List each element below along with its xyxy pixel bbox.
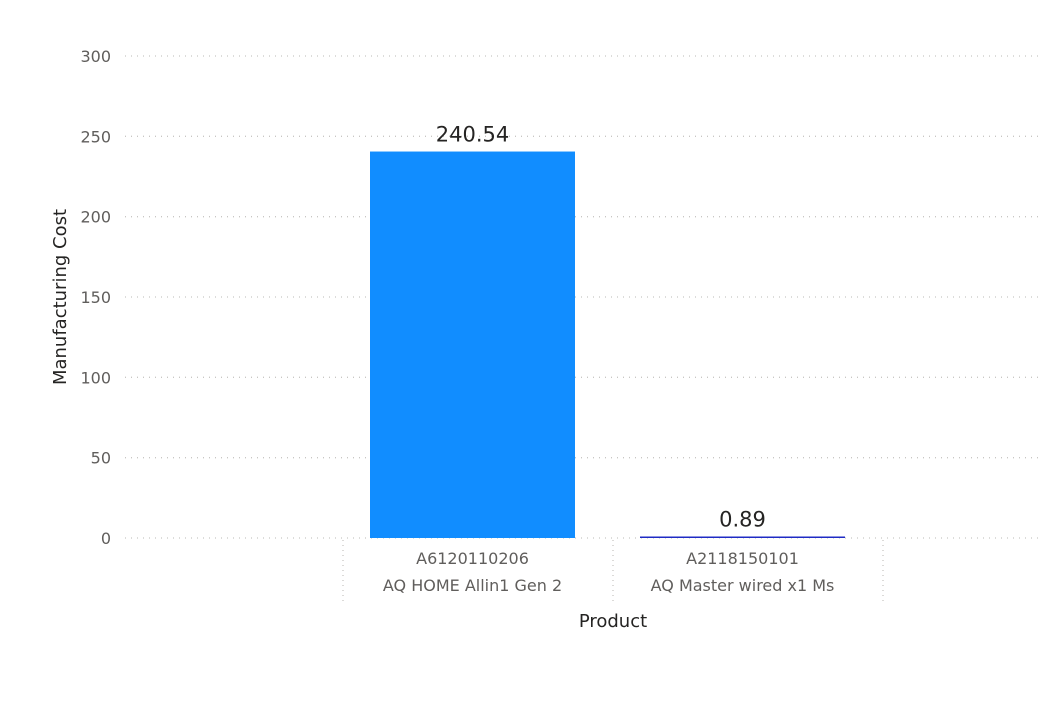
x-tick-label: A2118150101: [686, 549, 799, 568]
bars: [370, 151, 845, 539]
y-tick-label: 250: [80, 127, 111, 146]
x-tick-label: AQ HOME Allin1 Gen 2: [383, 576, 562, 595]
y-axis-ticks: 0 50 100 150 200 250 300: [80, 47, 111, 548]
x-axis-title: Product: [579, 611, 647, 632]
y-tick-label: 150: [80, 288, 111, 307]
x-tick-label: AQ Master wired x1 Ms: [651, 576, 835, 595]
bar-1[interactable]: [640, 536, 845, 539]
y-axis-title: Manufacturing Cost: [50, 209, 71, 385]
y-tick-label: 0: [101, 529, 111, 548]
x-tick-label: A6120110206: [416, 549, 529, 568]
bar-0[interactable]: [370, 151, 575, 538]
gridlines: [125, 55, 1040, 539]
y-tick-label: 300: [80, 47, 111, 66]
y-tick-label: 200: [80, 208, 111, 227]
data-label: 240.54: [436, 123, 509, 147]
data-labels: 240.54 0.89: [436, 123, 766, 532]
y-tick-label: 50: [91, 449, 111, 468]
data-label: 0.89: [719, 508, 766, 532]
category-separators: [342, 540, 884, 602]
x-axis-ticks: A6120110206 AQ HOME Allin1 Gen 2 A21181501…: [383, 549, 835, 595]
y-tick-label: 100: [80, 368, 111, 387]
